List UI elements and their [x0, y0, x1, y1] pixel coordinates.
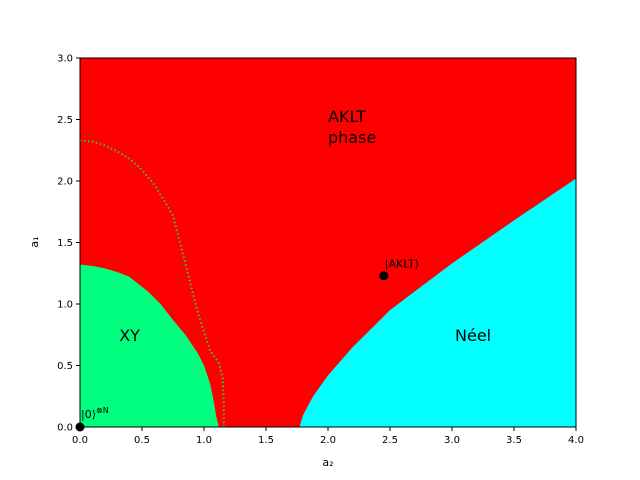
x-tick-label: 2.0: [320, 435, 336, 446]
x-tick-label: 2.5: [382, 435, 398, 446]
y-tick-label: 1.5: [57, 238, 73, 249]
region-label-n-el: Néel: [455, 326, 491, 345]
region-xy: [80, 264, 219, 427]
plot-area: [80, 58, 576, 427]
region-labels: AKLT phase XY Néel: [119, 107, 491, 345]
x-tick-label: 0.0: [72, 435, 88, 446]
region-label-line: AKLT: [328, 107, 366, 126]
region-label-line: XY: [119, 326, 140, 345]
region-label-line: Néel: [455, 326, 491, 345]
x-tick-label: 1.5: [258, 435, 274, 446]
y-tick-label: 2.0: [57, 177, 73, 188]
region-label-xy: XY: [119, 326, 140, 345]
plot-clipped: [80, 58, 576, 427]
aklt-point: [379, 271, 389, 281]
zero-state-point-label-superscript: ⊗N: [96, 406, 109, 415]
region-label-aklt-phase: AKLT phase: [328, 107, 376, 147]
y-tick-label: 0.5: [57, 361, 73, 372]
points-layer: |AKLT⟩ |0⟩⊗N: [75, 258, 419, 432]
y-tick-label: 1.0: [57, 300, 73, 311]
zero-state-point-label: |0⟩⊗N: [81, 406, 109, 421]
zero-state-point-label-main: |0⟩: [81, 408, 96, 421]
region-label-line: phase: [328, 128, 376, 147]
aklt-point-label-main: |AKLT⟩: [385, 258, 419, 271]
x-tick-label: 4.0: [568, 435, 584, 446]
x-tick-label: 3.5: [506, 435, 522, 446]
y-tick-label: 0.0: [57, 423, 73, 434]
region-n-el: [299, 178, 576, 427]
x-tick-label: 1.0: [196, 435, 212, 446]
y-tick-label: 2.5: [57, 115, 73, 126]
y-tick-label: 3.0: [57, 54, 73, 65]
x-tick-label: 3.0: [444, 435, 460, 446]
x-axis-label: a₂: [322, 456, 333, 469]
aklt-point-label: |AKLT⟩: [385, 258, 419, 271]
axes-layer: 0.0 0.5 1.0 1.5 2.0 2.5 3.0 3.5 4.0 0.0 0.5 1.0 1.5 2…: [57, 54, 584, 447]
y-axis-label: a₁: [28, 236, 41, 247]
x-tick-label: 0.5: [134, 435, 150, 446]
